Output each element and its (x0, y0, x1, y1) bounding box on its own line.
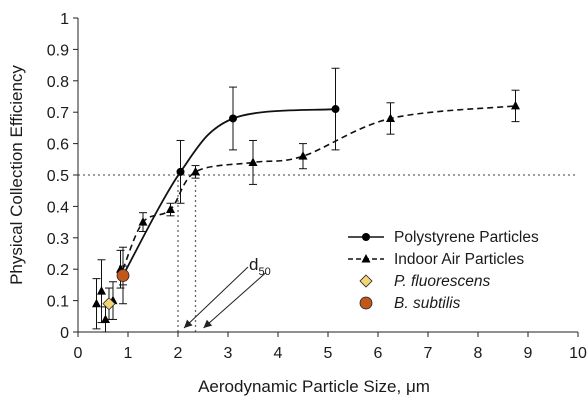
x-tick-label: 0 (74, 345, 83, 362)
x-tick-label: 1 (124, 345, 133, 362)
y-tick-label: 0.5 (47, 168, 69, 185)
axes-layer (73, 17, 579, 337)
x-tick-label: 8 (474, 345, 483, 362)
x-tick-label: 4 (274, 345, 283, 362)
y-tick-label: 0.2 (47, 262, 69, 279)
d50-arrow-line (203, 272, 266, 329)
y-tick-label: 0.4 (47, 199, 69, 216)
x-tick-label: 7 (424, 345, 433, 362)
legend-marker-polystyrene-particles (362, 233, 370, 241)
legend-label-indoor-air-particles: Indoor Air Particles (394, 251, 524, 268)
x-tick-label: 9 (524, 345, 533, 362)
d50-subscript: 50 (258, 266, 270, 278)
legend: Polystyrene Particles Indoor Air Particle… (348, 229, 539, 312)
legend-label-b-subtilis: B. subtilis (394, 295, 461, 312)
d50-arrow-head (203, 319, 213, 328)
y-axis-label: Physical Collection Efficiency (7, 65, 26, 285)
d50-label: d50 (249, 255, 271, 278)
reference-layer (78, 174, 578, 332)
x-tick-label: 10 (569, 345, 587, 362)
polystyrene-particles-point (176, 167, 185, 176)
polystyrene-particles-point (229, 114, 237, 123)
x-tick-label: 2 (174, 345, 183, 362)
indoor-air-particles-point (92, 298, 101, 308)
b-subtilis-point (116, 269, 130, 282)
indoor-air-particles-point (511, 100, 520, 110)
legend-marker-b-subtilis (359, 296, 373, 310)
x-axis-label: Aerodynamic Particle Size, μm (198, 377, 430, 396)
polystyrene-particles-point (331, 105, 340, 114)
indoor-air-particles-point (97, 286, 106, 295)
legend-label-p-fluorescens: P. fluorescens (394, 273, 490, 290)
series-lines-layer (122, 105, 516, 276)
d50-arrow-line (183, 266, 249, 329)
indoor-air-particles-point (101, 314, 110, 323)
x-tick-label: 3 (224, 345, 233, 362)
d50-arrow-head (184, 319, 193, 328)
legend-label-polystyrene-particles: Polystyrene Particles (394, 229, 539, 246)
indoor-air-particles-point (191, 166, 200, 176)
indoor-air-particles-point (386, 113, 395, 122)
error-bars-layer (92, 67, 520, 333)
legend-marker-indoor-air-particles (361, 254, 371, 263)
y-tick-label: 0.3 (47, 231, 69, 248)
p-fluorescens-point (102, 297, 116, 311)
x-tick-label: 5 (324, 345, 333, 362)
d50-annotation: d50 (183, 255, 271, 329)
polystyrene-curve (122, 108, 336, 276)
y-tick-label: 0.1 (47, 294, 69, 311)
y-tick-label: 1 (60, 11, 69, 28)
y-tick-label: 0 (60, 325, 69, 342)
markers-layer (92, 100, 520, 323)
y-tick-label: 0.8 (47, 74, 69, 91)
x-tick-label: 6 (374, 345, 383, 362)
tick-labels-layer: 00.10.20.30.40.50.60.70.80.910 1 2 3 4 5 6 7 8 9 1… (47, 11, 587, 362)
indoor-air-particles-point (138, 217, 148, 226)
indoor-air-particles-point (166, 204, 175, 214)
indoor-air-particles-point (248, 157, 258, 166)
y-tick-label: 0.7 (47, 105, 69, 122)
legend-marker-p-fluorescens (359, 274, 373, 288)
y-tick-label: 0.6 (47, 137, 69, 154)
y-tick-label: 0.9 (47, 42, 69, 59)
indoor-air-particles-point (298, 151, 308, 160)
d50-main: d (249, 255, 258, 274)
